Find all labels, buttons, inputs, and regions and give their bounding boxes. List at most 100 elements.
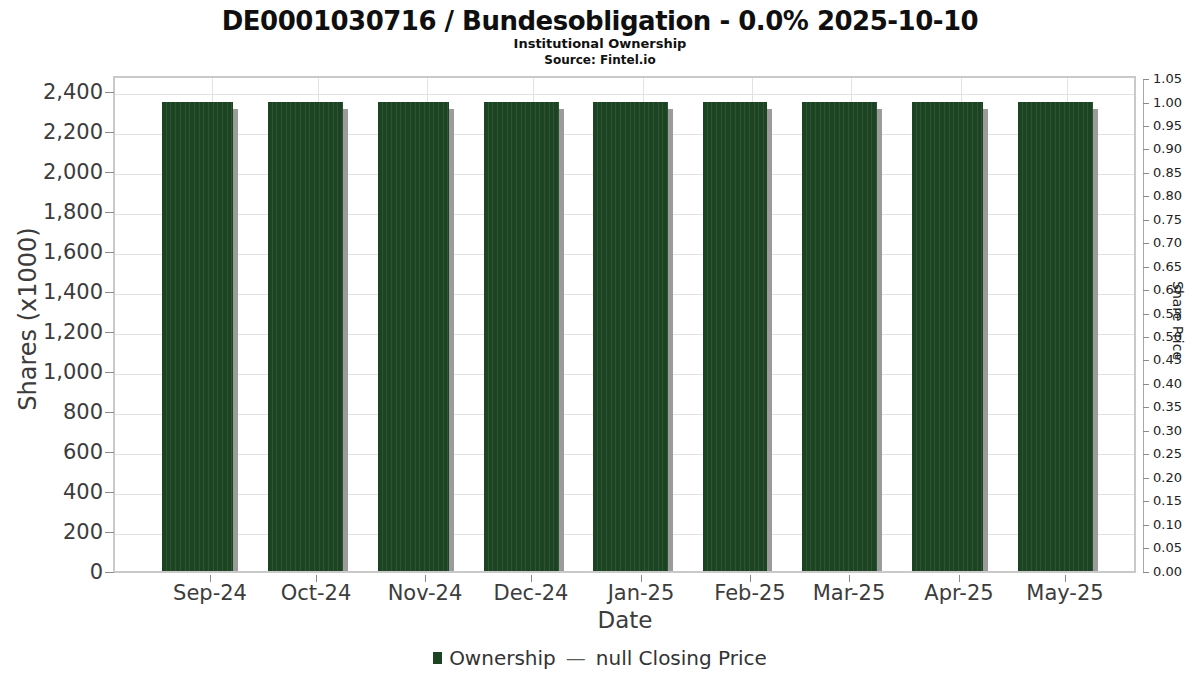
right-axis-tick [1143, 149, 1149, 150]
x-axis-tick-label: Sep-24 [155, 581, 265, 605]
left-axis-tick-label: 0 [8, 559, 103, 585]
ownership-chart: DE0001030716 / Bundesobligation - 0.0% 2… [0, 0, 1200, 675]
right-axis-tick [1143, 525, 1149, 526]
bar-shadow [668, 109, 673, 571]
bar-shadow [559, 109, 564, 571]
bar-shadow [877, 109, 882, 571]
right-axis-tick [1143, 243, 1149, 244]
left-axis-tick [105, 532, 114, 533]
left-axis-tick [105, 332, 114, 333]
right-axis-tick [1143, 548, 1149, 549]
ownership-bar-fill [378, 102, 449, 571]
ownership-swatch-icon[interactable] [433, 652, 442, 664]
bar-shadow [449, 109, 454, 571]
right-axis-tick [1143, 384, 1149, 385]
h-gridline [115, 94, 1134, 95]
left-axis-tick [105, 492, 114, 493]
ownership-bar[interactable] [703, 102, 767, 571]
plot-area [113, 76, 1136, 573]
right-axis-tick-label: 1.05 [1153, 71, 1199, 87]
left-axis-tick-label: 2,200 [8, 119, 103, 145]
right-axis-spine [1143, 79, 1144, 573]
left-axis-tick [105, 252, 114, 253]
ownership-bar[interactable] [378, 102, 449, 571]
chart-title: DE0001030716 / Bundesobligation - 0.0% 2… [0, 6, 1200, 36]
ownership-bar[interactable] [162, 102, 233, 571]
right-axis-tick-label: 0.05 [1153, 540, 1199, 556]
closing-price-line-icon[interactable]: — [566, 646, 586, 670]
right-axis-tick [1143, 196, 1149, 197]
left-axis-tick [105, 92, 114, 93]
x-axis-tick-label: Jan-25 [586, 581, 696, 605]
right-axis-tick-label: 0.30 [1153, 423, 1199, 439]
right-axis-tick-label: 0.85 [1153, 165, 1199, 181]
x-axis-tick-label: Mar-25 [794, 581, 904, 605]
right-axis-tick [1143, 173, 1149, 174]
chart-source: Source: Fintel.io [0, 53, 1200, 67]
right-axis-tick [1143, 103, 1149, 104]
left-axis-tick [105, 132, 114, 133]
x-axis-tick-label: Oct-24 [261, 581, 371, 605]
right-axis-tick [1143, 454, 1149, 455]
right-axis-tick [1143, 572, 1149, 573]
right-axis-tick-label: 0.00 [1153, 564, 1199, 580]
ownership-bar[interactable] [268, 102, 343, 571]
ownership-bar-fill [268, 102, 343, 571]
ownership-bar[interactable] [593, 102, 668, 571]
right-axis-title: Share Price [1170, 281, 1186, 360]
left-axis-tick-label: 200 [8, 519, 103, 545]
left-axis-tick [105, 452, 114, 453]
ownership-bar-fill [162, 102, 233, 571]
ownership-bar-fill [484, 102, 559, 571]
ownership-bar-fill [912, 102, 983, 571]
legend: Ownership — null Closing Price [0, 645, 1200, 671]
left-axis-tick [105, 572, 114, 573]
ownership-bar-fill [703, 102, 767, 571]
ownership-bar[interactable] [1018, 102, 1093, 571]
left-axis-tick-label: 400 [8, 479, 103, 505]
right-axis-tick-label: 0.10 [1153, 517, 1199, 533]
ownership-bar[interactable] [802, 102, 877, 571]
right-axis-tick-label: 0.15 [1153, 493, 1199, 509]
right-axis-tick [1143, 290, 1149, 291]
left-axis-tick [105, 292, 114, 293]
bar-shadow [233, 109, 238, 571]
right-axis-tick-label: 1.00 [1153, 95, 1199, 111]
right-axis-tick-label: 0.20 [1153, 470, 1199, 486]
bar-shadow [1093, 109, 1098, 571]
x-axis-title: Date [525, 607, 725, 633]
right-axis-tick [1143, 79, 1149, 80]
right-axis-tick-label: 0.35 [1153, 399, 1199, 415]
x-axis-tick-label: Dec-24 [476, 581, 586, 605]
legend-price-label[interactable]: null Closing Price [596, 646, 767, 670]
right-axis-tick [1143, 478, 1149, 479]
right-axis-tick [1143, 220, 1149, 221]
right-axis-tick-label: 0.40 [1153, 376, 1199, 392]
left-axis-tick-label: 2,400 [8, 79, 103, 105]
left-axis-title: Shares (x1000) [13, 169, 43, 469]
chart-subtitle: Institutional Ownership [0, 36, 1200, 51]
ownership-bar-fill [593, 102, 668, 571]
right-axis-tick [1143, 407, 1149, 408]
left-axis-tick [105, 212, 114, 213]
left-axis-tick [105, 172, 114, 173]
ownership-bar-fill [802, 102, 877, 571]
bar-shadow [983, 109, 988, 571]
left-axis-tick [105, 412, 114, 413]
right-axis-tick [1143, 337, 1149, 338]
right-axis-tick-label: 0.80 [1153, 188, 1199, 204]
right-axis-tick-label: 0.75 [1153, 212, 1199, 228]
left-axis-tick [105, 372, 114, 373]
legend-ownership-label[interactable]: Ownership [449, 646, 556, 670]
x-axis-tick-label: May-25 [1010, 581, 1120, 605]
right-axis-tick [1143, 267, 1149, 268]
right-axis-tick [1143, 431, 1149, 432]
ownership-bar[interactable] [484, 102, 559, 571]
x-axis-tick-label: Feb-25 [695, 581, 805, 605]
right-axis-tick [1143, 126, 1149, 127]
right-axis-tick-label: 0.95 [1153, 118, 1199, 134]
ownership-bar[interactable] [912, 102, 983, 571]
x-axis-tick-label: Apr-25 [904, 581, 1014, 605]
bar-shadow [343, 109, 348, 571]
x-axis-tick-label: Nov-24 [370, 581, 480, 605]
